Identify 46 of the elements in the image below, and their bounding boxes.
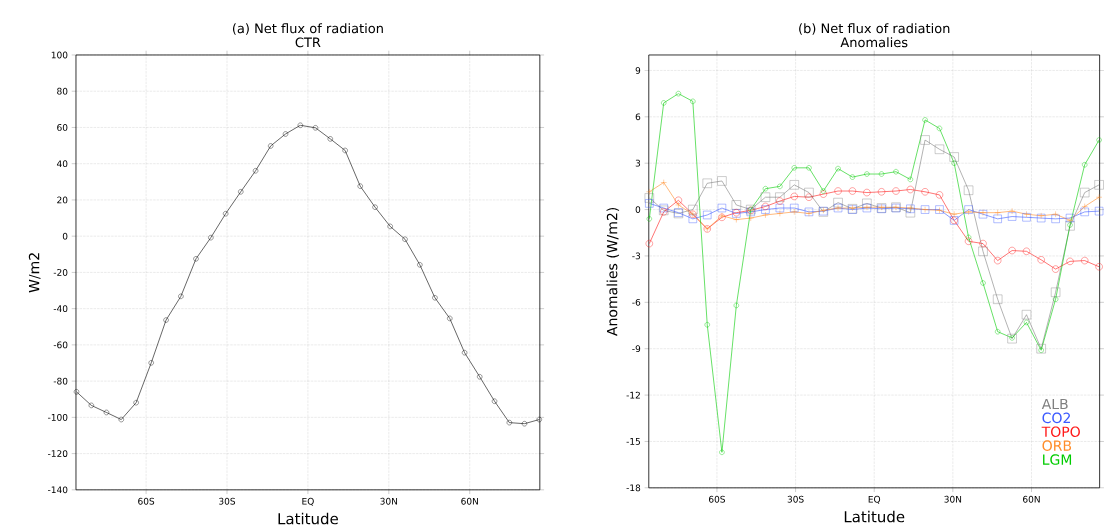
chart-title: (b) Net flux of radiation	[799, 23, 950, 35]
x-tick-label: 60S	[138, 497, 155, 505]
y-axis-title: Anomalies (W/m2)	[606, 208, 620, 337]
x-axis-title: Latitude	[844, 510, 905, 523]
y-tick-label: 3	[635, 159, 641, 167]
y-tick-label: 40	[56, 160, 68, 168]
y-tick-label: -80	[53, 377, 68, 385]
y-tick-label: 0	[62, 232, 68, 240]
y-tick-label: 0	[635, 206, 641, 214]
text: TOPO	[1041, 426, 1080, 438]
x-tick-label: EQ	[302, 497, 314, 506]
x-tick-label: 30S	[219, 497, 236, 505]
y-tick-label: 80	[57, 87, 68, 95]
text: CO2	[1042, 412, 1070, 424]
y-tick-label: 9	[635, 67, 641, 74]
x-tick-label: 60S	[708, 495, 726, 503]
y-tick-label: -100	[48, 414, 68, 421]
y-tick-label: -6	[632, 299, 641, 306]
text: ALB	[1041, 399, 1068, 410]
y-tick-label: -15	[626, 438, 641, 445]
x-tick-label: 30S	[787, 495, 804, 503]
chart-title: (a) Net flux of radiation	[232, 23, 383, 35]
x-tick-label: 60N	[461, 497, 478, 505]
y-tick-label: -3	[632, 252, 641, 260]
x-tick-label: 60N	[1023, 495, 1040, 503]
y-tick-label: -140	[48, 486, 68, 494]
y-tick-label: 6	[635, 113, 641, 121]
y-tick-label: -12	[626, 391, 640, 399]
y-tick-label: -18	[626, 484, 641, 492]
y-tick-label: 60	[57, 124, 68, 132]
text: LGM	[1043, 454, 1072, 465]
text: ORB	[1042, 440, 1072, 452]
chart-subtitle: Anomalies	[840, 37, 908, 48]
y-axis-title: W/m2	[28, 253, 41, 293]
y-tick-label: -40	[53, 305, 68, 313]
y-tick-label: 20	[57, 196, 68, 204]
y-tick-label: -120	[48, 450, 68, 458]
y-tick-label: 100	[51, 51, 68, 59]
x-tick-label: EQ	[868, 495, 881, 504]
y-tick-label: -9	[632, 345, 641, 353]
x-tick-label: 30N	[380, 497, 398, 505]
chart-subtitle: CTR	[295, 37, 321, 48]
x-axis-title: Latitude	[278, 512, 338, 525]
x-tick-label: 30N	[944, 495, 962, 503]
y-tick-label: -60	[53, 341, 68, 349]
y-tick-label: -20	[53, 269, 68, 276]
